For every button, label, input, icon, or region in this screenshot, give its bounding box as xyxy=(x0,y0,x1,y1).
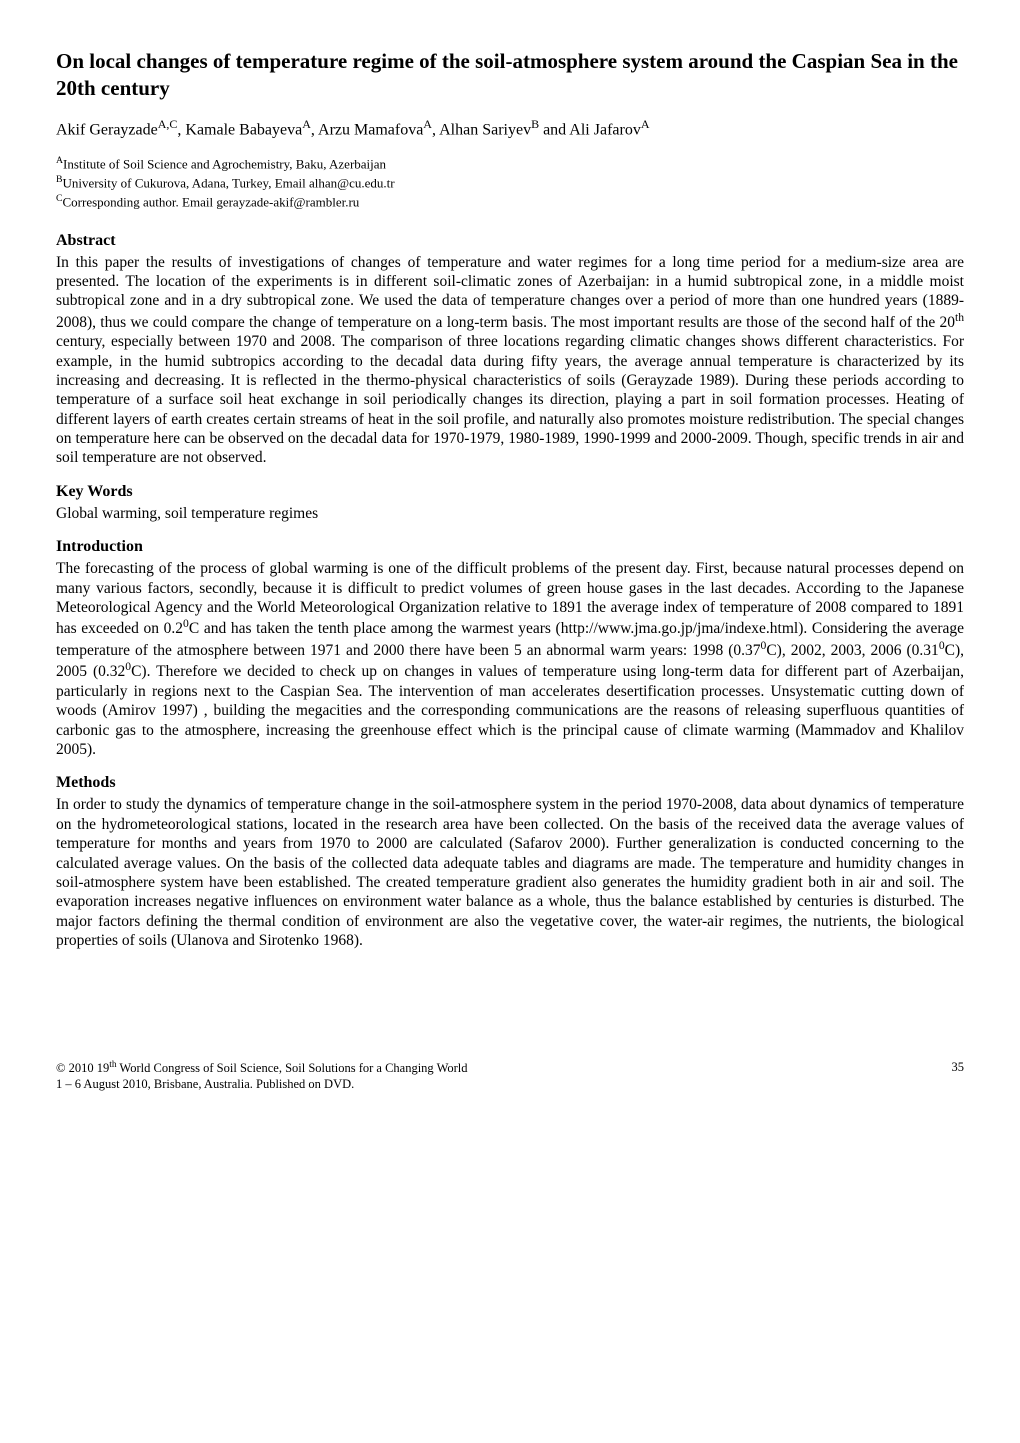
affiliation-text: Corresponding author. Email gerayzade-ak… xyxy=(63,194,360,209)
introduction-text: The forecasting of the process of global… xyxy=(56,559,964,759)
heading-abstract: Abstract xyxy=(56,231,964,251)
keywords-text: Global warming, soil temperature regimes xyxy=(56,504,964,523)
affiliation-c: CCorresponding author. Email gerayzade-a… xyxy=(56,192,964,211)
affiliations-block: AInstitute of Soil Science and Agrochemi… xyxy=(56,154,964,211)
heading-keywords: Key Words xyxy=(56,482,964,502)
affiliation-b: BUniversity of Cukurova, Adana, Turkey, … xyxy=(56,173,964,192)
affiliation-text: Institute of Soil Science and Agrochemis… xyxy=(63,156,386,171)
paper-title: On local changes of temperature regime o… xyxy=(56,48,964,103)
heading-methods: Methods xyxy=(56,773,964,793)
footer-page-number: 35 xyxy=(952,1060,965,1092)
authors-line: Akif GerayzadeA,C, Kamale BabayevaA, Arz… xyxy=(56,117,964,140)
heading-introduction: Introduction xyxy=(56,537,964,557)
abstract-text: In this paper the results of investigati… xyxy=(56,253,964,468)
affiliation-sup: A xyxy=(56,155,63,166)
affiliation-text: University of Cukurova, Adana, Turkey, E… xyxy=(63,175,395,190)
footer-left: © 2010 19th World Congress of Soil Scien… xyxy=(56,1060,468,1092)
methods-text: In order to study the dynamics of temper… xyxy=(56,795,964,950)
page-footer: © 2010 19th World Congress of Soil Scien… xyxy=(56,1060,964,1092)
affiliation-a: AInstitute of Soil Science and Agrochemi… xyxy=(56,154,964,173)
